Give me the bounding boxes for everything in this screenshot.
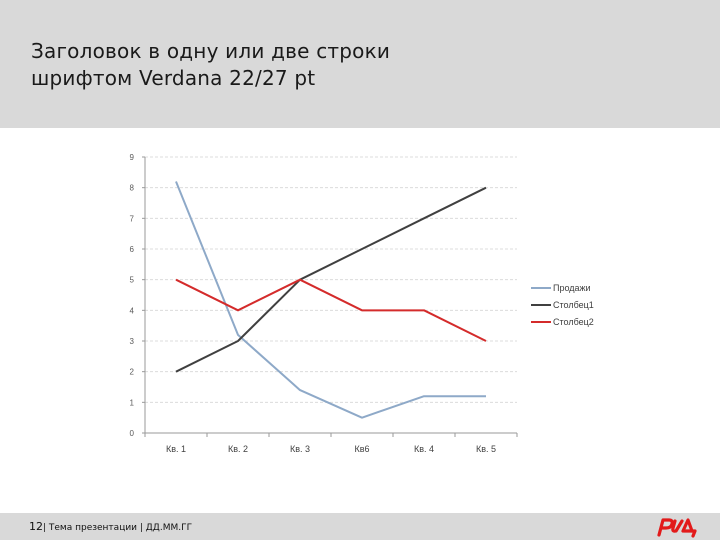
chart-legend: Продажи Столбец1 Столбец2 [531, 283, 594, 327]
footer-caption: | Тема презентации | ДД.ММ.ГГ [43, 523, 193, 533]
page-number: 12 [29, 520, 43, 533]
y-tick-label: 7 [130, 214, 135, 223]
header-band: Заголовок в одну или две строки шрифтом … [0, 0, 720, 128]
y-tick-label: 3 [130, 337, 135, 346]
legend-label: Продажи [553, 283, 591, 293]
series-line [175, 278, 487, 342]
y-tick-label: 1 [130, 398, 135, 407]
footer-text: 12| Тема презентации | ДД.ММ.ГГ [29, 520, 192, 533]
y-axis-ticks: 0 1 2 3 4 5 6 7 8 9 [130, 153, 145, 438]
x-tick-label: Кв. 4 [414, 444, 434, 454]
chart-series [175, 181, 487, 419]
series-line [175, 186, 487, 373]
series-line [175, 181, 486, 419]
y-tick-label: 8 [130, 184, 135, 193]
footer-band: 12| Тема презентации | ДД.ММ.ГГ [0, 513, 720, 540]
y-tick-label: 4 [130, 306, 135, 315]
x-tick-label: Кв6 [354, 444, 369, 454]
x-tick-label: Кв. 2 [228, 444, 248, 454]
x-tick-label: Кв. 1 [166, 444, 186, 454]
slide-title: Заголовок в одну или две строки шрифтом … [31, 39, 391, 90]
y-tick-label: 2 [130, 368, 135, 377]
x-axis: Кв. 1 Кв. 2 Кв. 3 Кв6 Кв. 4 Кв. 5 [144, 157, 518, 454]
chart-gridlines [145, 156, 517, 403]
x-tick-label: Кв. 3 [290, 444, 310, 454]
legend-label: Столбец1 [553, 300, 594, 310]
rzd-logo-icon [657, 518, 697, 538]
y-tick-label: 0 [130, 429, 135, 438]
y-tick-label: 5 [130, 276, 135, 285]
x-tick-label: Кв. 5 [476, 444, 496, 454]
legend-label: Столбец2 [553, 317, 594, 327]
y-tick-label: 9 [130, 153, 135, 162]
y-tick-label: 6 [130, 245, 135, 254]
